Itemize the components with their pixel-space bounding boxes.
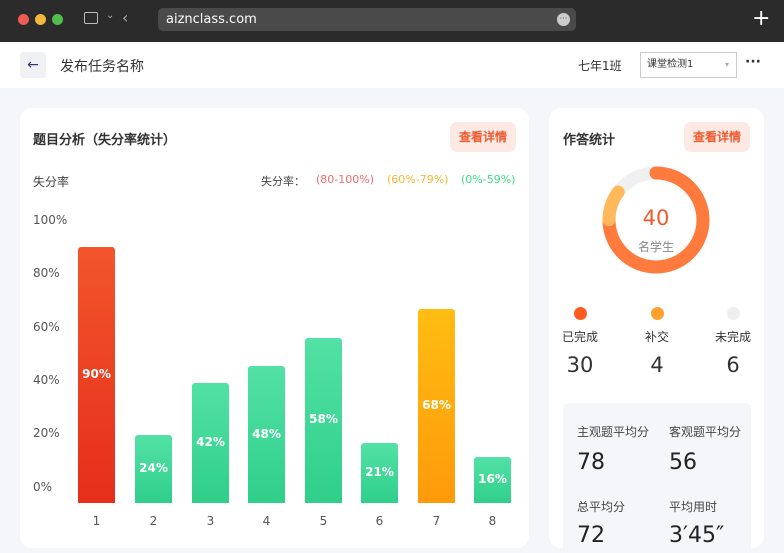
bar-1[interactable] [78,246,115,503]
y-axis-title: 失分率 [33,175,70,189]
x-tick-label: 5 [319,514,328,528]
view-details-button[interactable]: 查看详情 [450,122,516,152]
legend-label: 失分率： [261,175,305,188]
back-button[interactable]: ← [20,52,46,78]
data-label: 58% [309,412,338,427]
stat-label: 未完成 [714,330,751,344]
legend-low: (0%-59%) [461,173,516,186]
data-label: 21% [365,465,394,480]
data-label: 90% [82,366,111,381]
stat-value: 6 [726,353,740,377]
chevron-down-icon: ▾ [724,60,729,69]
data-label: 42% [196,435,225,450]
x-tick-label: 8 [488,514,497,528]
sidebar-icon[interactable] [84,12,98,24]
y-tick-label: 0% [33,480,53,494]
data-label: 24% [139,460,168,475]
stat-value: 30 [566,353,594,377]
minimize-window-button[interactable] [35,14,46,25]
view-details-button[interactable]: 查看详情 [684,122,750,152]
page-header: ← 发布任务名称 七年1班 课堂检测1 ▾ ··· [0,42,784,88]
total-students: 40 [642,206,670,230]
url-text: aiznclass.com [166,12,257,27]
bar-8[interactable] [474,457,511,503]
x-tick-label: 2 [149,514,158,528]
x-tick-label: 1 [92,514,101,528]
back-nav-icon[interactable]: ‹ [122,8,129,27]
card-title: 题目分析（失分率统计） [33,133,177,148]
status-dot [650,307,664,320]
test-select[interactable]: 课堂检测1 ▾ [640,52,737,78]
x-tick-label: 3 [206,514,215,528]
avg-time-value: 3′45″ [669,523,725,548]
stat-label: 补交 [644,330,669,344]
bar-2[interactable] [135,434,172,503]
page-title: 发布任务名称 [60,59,144,75]
stat-incomplete: 未完成 6 [703,307,763,377]
bar-7[interactable] [418,309,455,503]
averages-panel [563,403,751,553]
y-tick-label: 40% [33,373,60,387]
y-tick-label: 20% [33,426,60,440]
objective-avg-label: 客观题平均分 [669,425,742,439]
completion-donut [602,166,710,274]
x-tick-label: 4 [262,514,271,528]
address-bar[interactable]: aiznclass.com ··· [158,8,576,31]
data-label: 48% [252,426,281,441]
bar-5[interactable] [305,337,342,503]
select-value: 课堂检测1 [647,59,694,70]
x-tick-label: 7 [432,514,441,528]
subjective-avg-label: 主观题平均分 [577,425,650,439]
new-tab-icon[interactable]: + [752,6,771,31]
class-name: 七年1班 [578,59,622,73]
avg-time-label: 平均用时 [669,500,718,514]
more-icon[interactable]: ··· [557,13,570,26]
subjective-avg-value: 78 [577,450,605,475]
card-title: 作答统计 [563,133,616,148]
legend-high: (80-100%) [316,173,374,186]
y-tick-label: 100% [33,213,68,227]
total-avg-value: 72 [577,523,605,548]
maximize-window-button[interactable] [52,14,63,25]
data-label: 68% [422,398,451,413]
bar-4[interactable] [248,366,285,503]
stat-completed: 已完成 30 [550,307,610,377]
objective-avg-value: 56 [669,450,697,475]
more-menu-button[interactable]: ··· [745,54,761,70]
stat-late: 补交 4 [627,307,687,377]
stat-label: 已完成 [561,330,598,344]
donut-late-arc [602,166,710,274]
status-dot [573,307,587,320]
browser-titlebar: ⌄ ‹ aiznclass.com ··· + [0,0,784,42]
x-tick-label: 6 [375,514,384,528]
legend-mid: (60%-79%) [387,173,449,186]
close-window-button[interactable] [18,14,29,25]
bar-6[interactable] [361,443,398,503]
y-tick-label: 80% [33,266,60,280]
bar-3[interactable] [192,383,229,503]
chevron-down-icon[interactable]: ⌄ [106,10,115,21]
total-avg-label: 总平均分 [577,500,626,514]
y-tick-label: 60% [33,320,60,334]
stat-value: 4 [650,353,664,377]
total-label: 名学生 [637,240,674,254]
status-dot [726,307,740,320]
arrow-left-icon: ← [27,57,39,73]
data-label: 16% [478,472,507,487]
